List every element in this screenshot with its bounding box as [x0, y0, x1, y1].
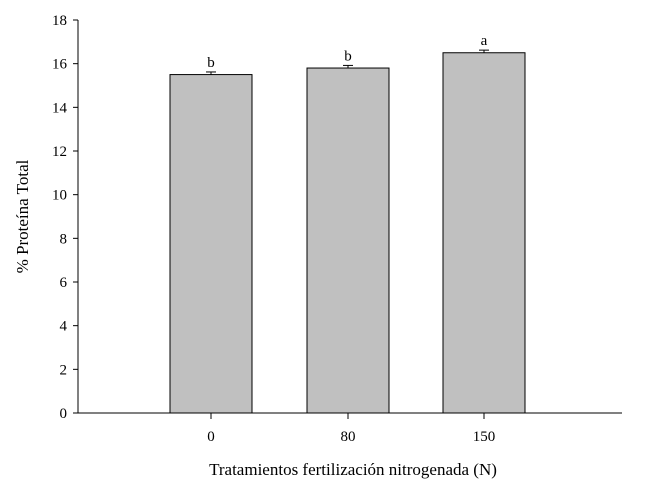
- bar: [306, 67, 390, 414]
- y-tick-label: 4: [60, 319, 68, 335]
- bar: [442, 52, 526, 414]
- x-axis-ticks: 0 80 150: [207, 413, 495, 445]
- y-tick-label: 14: [52, 100, 68, 116]
- y-tick-label: 8: [60, 231, 68, 247]
- y-tick-label: 6: [60, 275, 68, 291]
- y-tick-label: 12: [52, 144, 67, 160]
- x-axis-title: Tratamientos fertilización nitrogenada (…: [209, 460, 497, 479]
- significance-letters: b b a: [207, 33, 487, 71]
- error-bar: [479, 49, 489, 53]
- bars: [169, 52, 526, 414]
- error-bar: [343, 64, 353, 69]
- y-tick-label: 16: [52, 57, 68, 73]
- significance-letter: b: [207, 55, 215, 71]
- y-tick-label: 10: [52, 188, 67, 204]
- y-tick-label: 2: [60, 362, 68, 378]
- error-bars: [206, 49, 489, 75]
- y-axis-title: % Proteína Total: [13, 159, 32, 273]
- x-tick-label: 150: [473, 429, 496, 445]
- y-axis-ticks: 0 2 4 6 8 10 12 14 16 18: [52, 13, 78, 422]
- y-tick-label: 18: [52, 13, 67, 29]
- x-tick-label: 80: [341, 429, 356, 445]
- x-tick-label: 0: [207, 429, 215, 445]
- y-tick-label: 0: [60, 406, 68, 422]
- significance-letter: b: [344, 48, 352, 64]
- error-bar: [206, 71, 216, 75]
- significance-letter: a: [481, 33, 488, 49]
- bar: [169, 74, 253, 414]
